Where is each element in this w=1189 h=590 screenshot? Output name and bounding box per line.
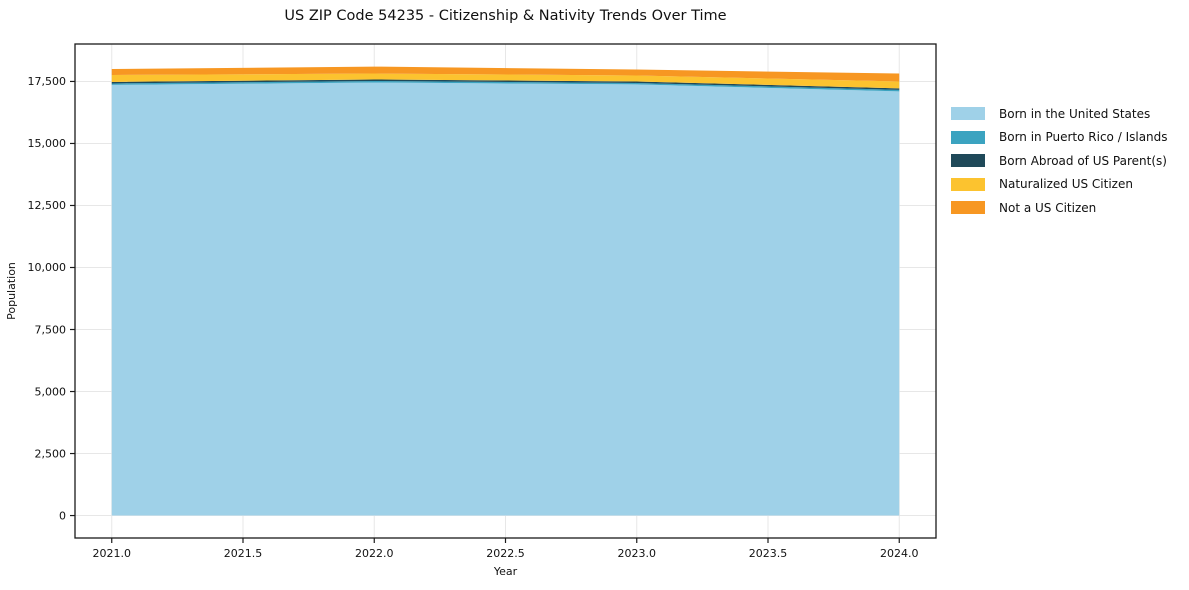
- x-tick-label: 2023.0: [618, 547, 657, 560]
- area-series-0: [111, 82, 900, 516]
- chart-title: US ZIP Code 54235 - Citizenship & Nativi…: [284, 8, 727, 24]
- legend-label: Born in the United States: [999, 106, 1151, 121]
- legend-swatch: [951, 177, 985, 191]
- x-tick-label: 2022.0: [355, 547, 394, 560]
- y-axis-label: Population: [5, 262, 18, 320]
- y-tick-label: 17,500: [28, 75, 67, 88]
- legend-label: Naturalized US Citizen: [999, 177, 1133, 192]
- y-tick-label: 12,500: [28, 199, 67, 212]
- legend: Born in the United States Born in Puerto …: [951, 102, 1168, 220]
- legend-item: Naturalized US Citizen: [951, 173, 1168, 197]
- x-axis-label: Year: [493, 565, 518, 578]
- legend-item: Born in the United States: [951, 102, 1168, 126]
- legend-label: Born in Puerto Rico / Islands: [999, 130, 1168, 145]
- y-tick-label: 2,500: [35, 447, 67, 460]
- x-tick-label: 2024.0: [880, 547, 919, 560]
- legend-swatch: [951, 130, 985, 144]
- area-series-2: [111, 79, 900, 90]
- legend-item: Born in Puerto Rico / Islands: [951, 126, 1168, 150]
- y-tick-label: 0: [59, 509, 66, 522]
- x-tick-label: 2021.5: [224, 547, 263, 560]
- x-tick-label: 2021.0: [93, 547, 132, 560]
- legend-label: Not a US Citizen: [999, 200, 1097, 215]
- legend-swatch: [951, 154, 985, 168]
- y-tick-label: 7,500: [35, 323, 67, 336]
- y-tick-label: 15,000: [28, 137, 67, 150]
- legend-swatch: [951, 201, 985, 215]
- area-series-1: [111, 80, 900, 92]
- legend-item: Born Abroad of US Parent(s): [951, 149, 1168, 173]
- y-tick-label: 5,000: [35, 385, 67, 398]
- legend-label: Born Abroad of US Parent(s): [999, 153, 1167, 168]
- x-tick-label: 2023.5: [749, 547, 788, 560]
- area-series-4: [111, 66, 900, 82]
- legend-item: Not a US Citizen: [951, 196, 1168, 220]
- y-tick-label: 10,000: [28, 261, 67, 274]
- legend-swatch: [951, 107, 985, 121]
- x-tick-label: 2022.5: [486, 547, 525, 560]
- area-series-3: [111, 73, 900, 89]
